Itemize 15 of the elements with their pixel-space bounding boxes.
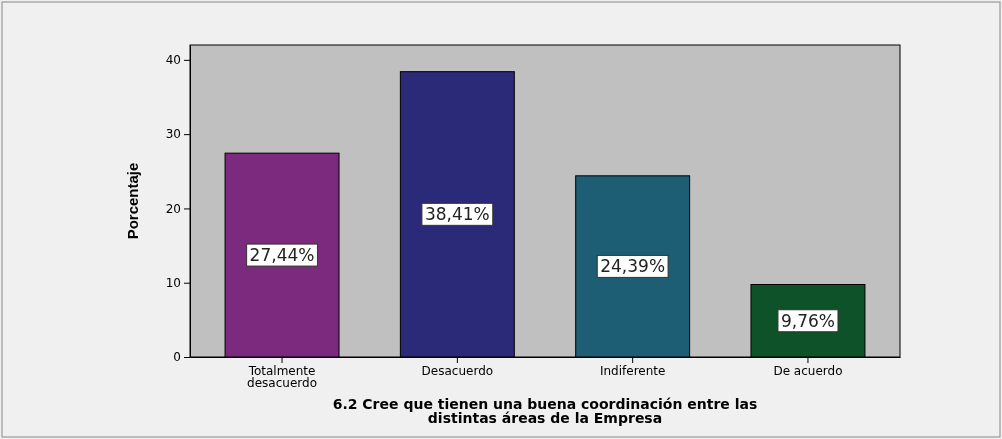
y-tick-label: 0: [173, 350, 181, 365]
x-tick-label: De acuerdo: [773, 364, 843, 378]
x-tick-label: Indiferente: [599, 364, 666, 378]
y-tick-label: 30: [165, 127, 181, 142]
data-label: 27,44%: [249, 245, 315, 266]
y-axis-title: Porcentaje: [124, 162, 141, 240]
y-tick-label: 40: [165, 53, 181, 68]
x-axis-title: 6.2 Cree que tienen una buena coordinación entre las distintas áreas de la Empresa: [332, 396, 758, 426]
y-tick-label: 10: [165, 276, 181, 291]
x-tick-label: Desacuerdo: [421, 364, 494, 378]
x-tick-label: Totalmente desacuerdo: [247, 364, 317, 390]
y-tick-label: 20: [165, 201, 181, 216]
data-label: 24,39%: [600, 256, 666, 277]
data-label: 38,41%: [424, 204, 490, 225]
data-label: 9,76%: [780, 310, 835, 331]
